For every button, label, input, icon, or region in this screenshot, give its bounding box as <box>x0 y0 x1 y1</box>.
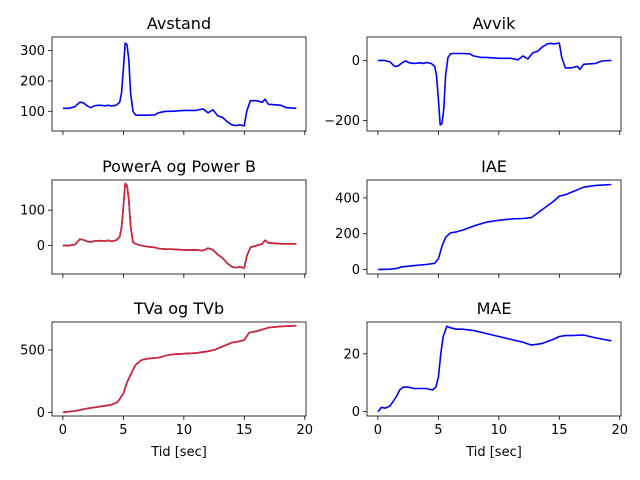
subplot-avvik-title: Avvik <box>473 14 516 33</box>
subplot-mae-series-line-1 <box>377 325 612 413</box>
subplot-iae-y-tick-label: 200 <box>335 227 360 242</box>
subplot-avstand-y-tick-label: 200 <box>20 74 45 89</box>
subplot-powera-og-power-b-series-line-2 <box>62 182 297 269</box>
subplot-avstand: 100 200 300 Avstand <box>20 14 307 135</box>
subplot-avstand-y-tick-label: 100 <box>20 105 45 120</box>
subplot-powera-og-power-b-y-tick-label: 100 <box>20 204 45 219</box>
subplot-tva-og-tvb-x-tick-label: 10 <box>176 423 193 438</box>
subplot-avvik: −200 0 Avvik <box>324 14 622 135</box>
subplot-iae-y-tick-label: 0 <box>352 263 360 278</box>
subplot-mae-x-tick-label: 0 <box>374 423 382 438</box>
subplot-tva-og-tvb-x-tick-label: 0 <box>59 423 67 438</box>
subplot-tva-og-tvb-title: TVa og TVb <box>133 299 224 318</box>
subplot-tva-og-tvb-axes-frame <box>51 321 307 417</box>
subplot-tva-og-tvb-y-tick-label: 0 <box>37 406 45 421</box>
subplot-tva-og-tvb-x-axis-label: Tid [sec] <box>150 445 207 460</box>
subplot-powera-og-power-b-title: PowerA og Power B <box>102 157 256 176</box>
subplot-avstand-series-line-1 <box>62 42 297 127</box>
subplot-mae: 0 5 10 15 20 0 20 MAE Tid [sec] <box>343 299 628 460</box>
subplot-tva-og-tvb-series-line-1 <box>62 324 297 414</box>
subplot-avstand-title: Avstand <box>147 14 211 33</box>
subplot-tva-og-tvb-series-line-2 <box>62 324 297 414</box>
subplot-tva-og-tvb: 0 5 10 15 20 0 500 TVa og TVb Tid [sec] <box>20 299 313 460</box>
subplot-iae-axes-frame <box>366 179 622 275</box>
subplot-iae-y-tick-label: 400 <box>335 191 360 206</box>
subplot-iae: 0 200 400 IAE <box>335 157 622 278</box>
subplot-avstand-axes-frame <box>51 36 307 132</box>
subplot-mae-title: MAE <box>477 299 512 318</box>
subplot-avvik-axes-frame <box>366 36 622 132</box>
subplot-tva-og-tvb-x-tick-label: 5 <box>119 423 127 438</box>
subplot-avstand-y-tick-label: 300 <box>20 44 45 59</box>
subplot-powera-og-power-b-y-tick-label: 0 <box>37 239 45 254</box>
subplot-mae-x-tick-label: 10 <box>491 423 508 438</box>
subplot-mae-x-tick-label: 15 <box>551 423 568 438</box>
subplot-mae-axes-frame <box>366 321 622 417</box>
subplot-mae-x-axis-label: Tid [sec] <box>465 445 522 460</box>
subplot-mae-y-tick-label: 20 <box>343 347 360 362</box>
subplot-iae-series-line-1 <box>377 183 612 271</box>
subplot-avvik-y-tick-label: 0 <box>352 54 360 69</box>
subplot-powera-og-power-b: 0 100 PowerA og Power B <box>20 157 307 278</box>
subplot-mae-x-tick-label: 20 <box>612 423 629 438</box>
subplot-powera-og-power-b-series-line-1 <box>62 182 297 269</box>
subplot-mae-x-tick-label: 5 <box>434 423 442 438</box>
subplot-tva-og-tvb-y-tick-label: 500 <box>20 344 45 359</box>
subplot-tva-og-tvb-x-tick-label: 20 <box>297 423 314 438</box>
subplot-avvik-y-tick-label: −200 <box>324 114 360 129</box>
subplot-mae-y-tick-label: 0 <box>352 405 360 420</box>
subplot-powera-og-power-b-axes-frame <box>51 179 307 275</box>
subplot-tva-og-tvb-x-tick-label: 15 <box>236 423 253 438</box>
subplot-avvik-series-line-1 <box>377 42 612 126</box>
subplot-iae-title: IAE <box>481 157 507 176</box>
